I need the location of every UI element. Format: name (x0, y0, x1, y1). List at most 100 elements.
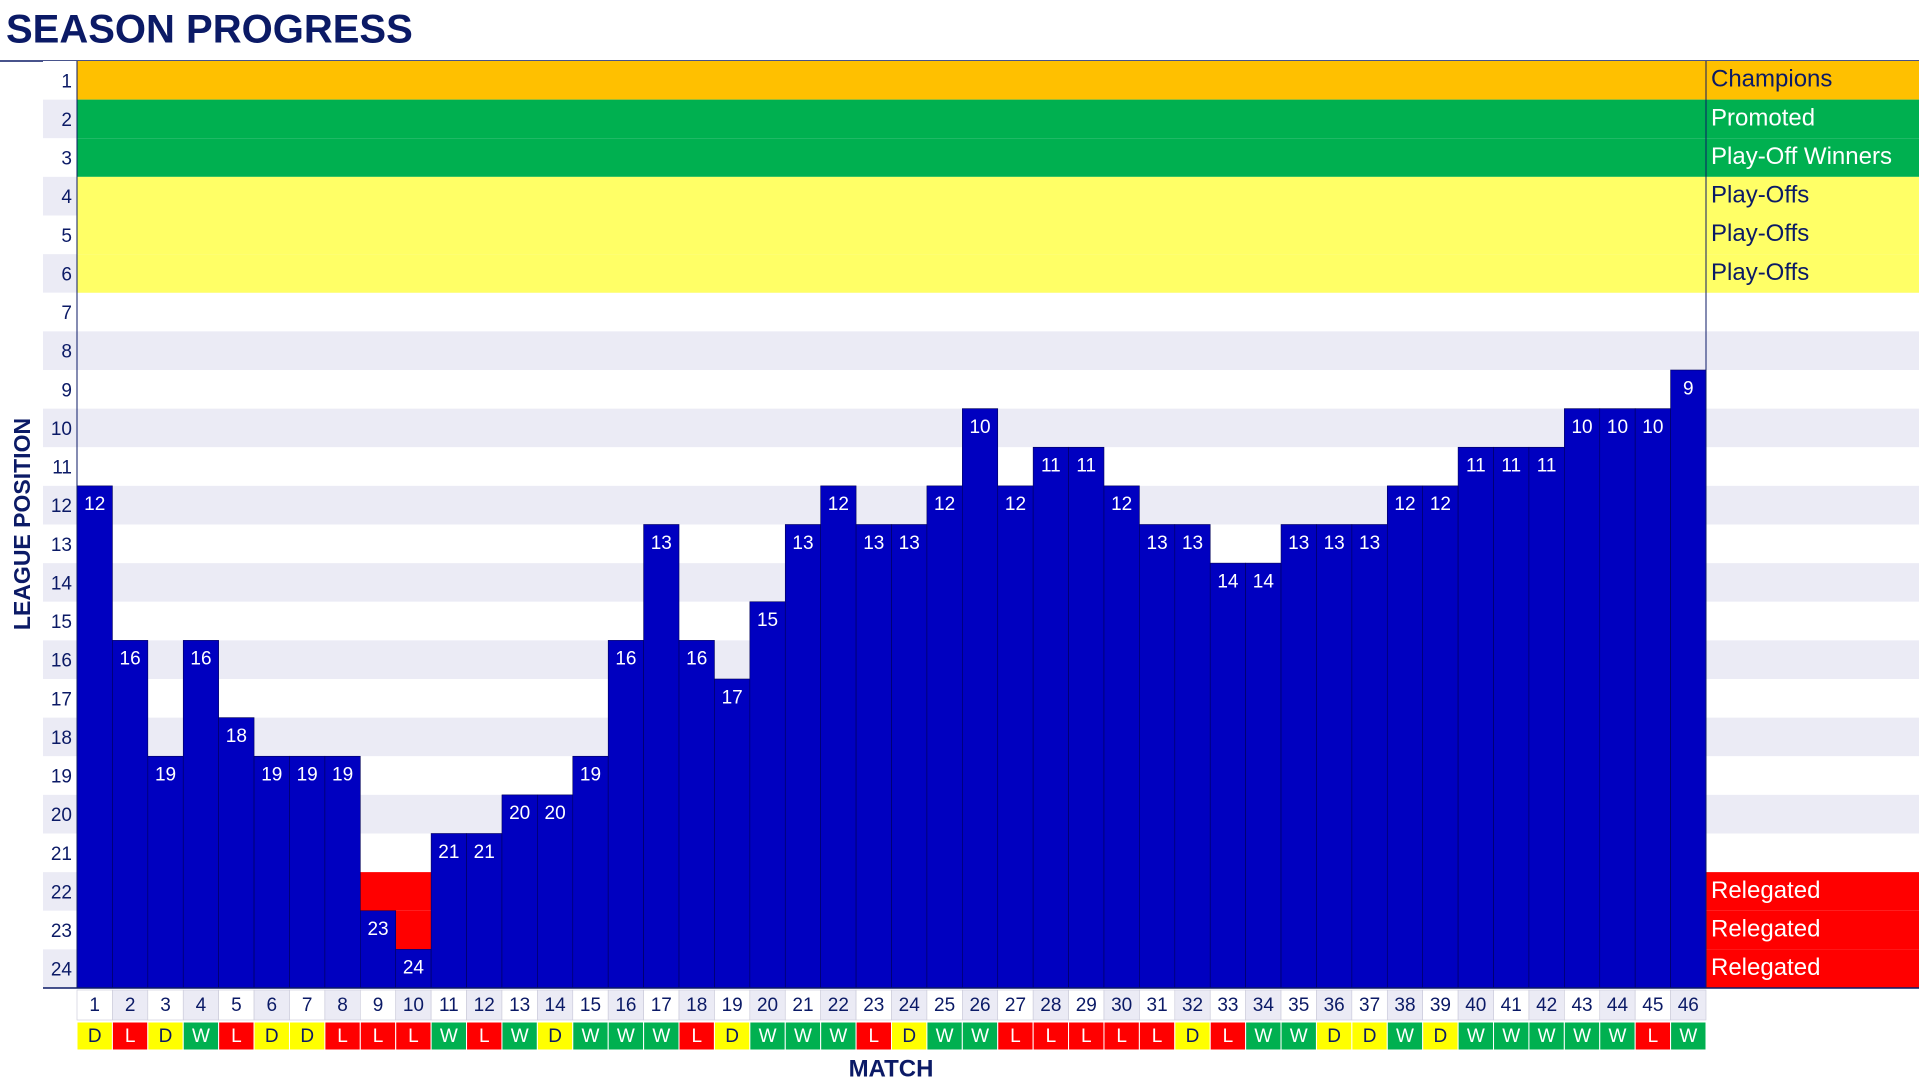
x-tick-label: 26 (969, 995, 990, 1016)
y-tick-label: 18 (51, 728, 72, 749)
x-tick-label: 21 (792, 995, 813, 1016)
result-label: W (1538, 1026, 1556, 1047)
result-label: D (159, 1026, 173, 1047)
bar (1386, 485, 1423, 989)
result-label: D (1434, 1026, 1448, 1047)
match-cell (1174, 989, 1211, 1021)
x-tick-label: 22 (828, 995, 849, 1016)
bar (1139, 524, 1176, 989)
x-tick-label: 36 (1324, 995, 1345, 1016)
result-label: W (1573, 1026, 1591, 1047)
bar (395, 949, 432, 989)
x-tick-label: 18 (686, 995, 707, 1016)
result-cell (784, 1021, 822, 1051)
zone-label: Champions (1711, 66, 1832, 93)
bar (430, 833, 467, 989)
x-tick-label: 7 (302, 995, 313, 1016)
result-label: W (1290, 1026, 1308, 1047)
bar (572, 755, 609, 989)
result-label: W (1254, 1026, 1272, 1047)
match-cell (1386, 989, 1423, 1021)
result-cell (288, 1021, 326, 1051)
x-tick-label: 20 (757, 995, 778, 1016)
bar (678, 640, 715, 989)
result-label: L (869, 1026, 880, 1047)
x-tick-label: 40 (1465, 995, 1486, 1016)
match-cell (1316, 989, 1353, 1021)
match-cell (714, 989, 751, 1021)
value-label: 10 (969, 417, 990, 438)
value-label: 11 (1501, 456, 1521, 477)
value-label: 12 (1111, 494, 1132, 515)
result-cell (536, 1021, 574, 1051)
bar (1032, 446, 1069, 989)
bar (182, 640, 219, 989)
result-cell (997, 1021, 1034, 1051)
x-tick-label: 2 (125, 995, 136, 1016)
result-cell (395, 1021, 432, 1051)
result-cell (1068, 1021, 1105, 1051)
x-tick-label: 24 (899, 995, 921, 1016)
result-cell (713, 1021, 751, 1051)
result-cell (76, 1021, 113, 1051)
x-tick-label: 39 (1430, 995, 1451, 1016)
bar (855, 524, 892, 989)
x-tick-label: 17 (651, 995, 672, 1016)
bar (1457, 446, 1494, 989)
value-label: 19 (261, 765, 282, 786)
result-label: D (265, 1026, 279, 1047)
x-tick-label: 30 (1111, 995, 1132, 1016)
result-label: W (971, 1026, 989, 1047)
bar (76, 485, 113, 989)
zone-band (77, 215, 1919, 255)
zone-band (77, 176, 1919, 216)
match-cell (1528, 989, 1565, 1021)
y-tick-label: 15 (51, 612, 72, 633)
zone-label: Relegated (1711, 954, 1820, 981)
result-label: W (582, 1026, 600, 1047)
value-label: 13 (899, 533, 920, 554)
match-cell (1209, 989, 1246, 1021)
result-cell (218, 1021, 255, 1051)
zone-band (77, 99, 1919, 139)
value-label: 12 (934, 494, 955, 515)
y-tick-label: 23 (51, 921, 72, 942)
match-cell (1564, 989, 1601, 1021)
bar (218, 717, 255, 989)
x-tick-label: 43 (1571, 995, 1592, 1016)
bar (749, 601, 786, 989)
result-label: L (1223, 1026, 1234, 1047)
value-label: 13 (1359, 533, 1380, 554)
result-cell (1528, 1021, 1565, 1051)
bar (820, 485, 857, 989)
x-tick-label: 4 (196, 995, 207, 1016)
y-tick-label: 20 (51, 805, 72, 826)
y-tick-label: 12 (51, 496, 72, 517)
x-tick-label: 9 (373, 995, 384, 1016)
value-label: 13 (1182, 533, 1203, 554)
bar (1174, 524, 1211, 989)
value-label: 13 (651, 533, 672, 554)
match-cell (1068, 989, 1105, 1021)
value-label: 11 (1041, 456, 1061, 477)
y-tick-label: 17 (51, 689, 72, 710)
y-tick-label: 14 (51, 573, 73, 594)
x-tick-label: 33 (1217, 995, 1238, 1016)
bar (537, 794, 574, 989)
y-tick-label: 3 (61, 149, 72, 170)
y-tick-label: 11 (52, 458, 72, 479)
x-tick-label: 29 (1076, 995, 1097, 1016)
match-cell (820, 989, 857, 1021)
result-label: L (1046, 1026, 1057, 1047)
result-label: W (192, 1026, 210, 1047)
x-tick-label: 23 (863, 995, 884, 1016)
bar (1528, 446, 1565, 989)
bar (1103, 485, 1140, 989)
value-label: 16 (615, 649, 636, 670)
result-label: L (1010, 1026, 1021, 1047)
value-label: 12 (1430, 494, 1451, 515)
match-cell (112, 989, 149, 1021)
value-label: 10 (1571, 417, 1592, 438)
y-tick-label: 7 (61, 303, 72, 324)
y-tick-label: 19 (51, 767, 72, 788)
